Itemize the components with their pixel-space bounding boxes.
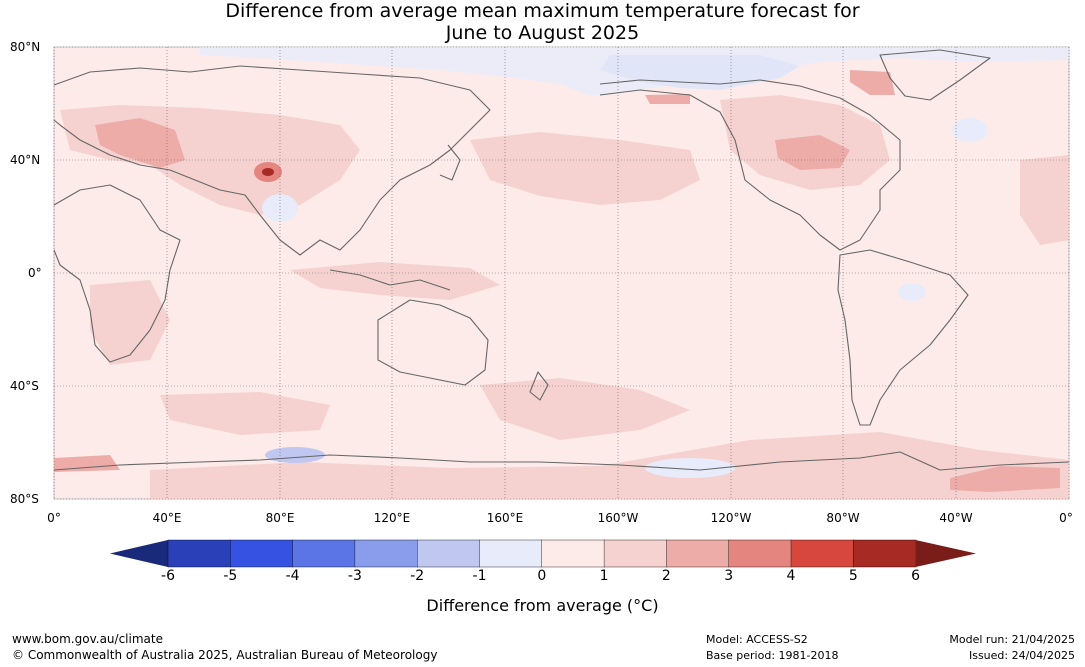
footer-copyright: © Commonwealth of Australia 2025, Austra… bbox=[12, 648, 438, 662]
title-line-2: June to August 2025 bbox=[445, 22, 640, 44]
colorbar-segment bbox=[230, 539, 294, 568]
lon-label-40w: 40°W bbox=[939, 511, 973, 525]
lat-label-0: 0° bbox=[28, 266, 42, 280]
warm-region-antarctic-left bbox=[54, 455, 120, 472]
colorbar-segment bbox=[167, 539, 231, 568]
colorbar-tick-label: 6 bbox=[911, 568, 921, 584]
colorbar-segment bbox=[603, 539, 668, 568]
colorbar-segment bbox=[853, 539, 917, 568]
colorbar-extend-high bbox=[915, 540, 976, 567]
coastline-australia bbox=[377, 299, 489, 386]
footer-url: www.bom.gov.au/climate bbox=[12, 632, 163, 646]
coastline-africa bbox=[53, 184, 181, 363]
hot-region-alaska bbox=[645, 94, 690, 104]
colorbar-segments bbox=[110, 539, 976, 568]
map-title: Difference from average mean maximum tem… bbox=[0, 0, 1085, 44]
coastline-north-america bbox=[599, 79, 901, 251]
colorbar-tick-label: -3 bbox=[347, 568, 362, 584]
colorbar-segment bbox=[541, 539, 605, 568]
lat-label-80n: 80°N bbox=[10, 40, 41, 54]
lon-label-80w: 80°W bbox=[826, 511, 860, 525]
colorbar-extend-low bbox=[110, 540, 168, 567]
cool-region-north-atlantic bbox=[952, 118, 988, 142]
hot-region-greenland bbox=[850, 70, 895, 95]
hot-region-usa bbox=[775, 135, 850, 170]
coastline-greenland bbox=[879, 49, 991, 101]
hot-region-central-asia bbox=[95, 118, 185, 168]
warm-region-south-indian bbox=[160, 392, 330, 435]
colorbar-tick-label: -4 bbox=[285, 568, 300, 584]
cool-region-south-pacific bbox=[645, 458, 735, 478]
colorbar-segment bbox=[354, 539, 418, 568]
colorbar-label: Difference from average (°C) bbox=[426, 596, 659, 615]
lat-label-40s: 40°S bbox=[10, 379, 39, 393]
warm-region-north-pacific bbox=[470, 132, 700, 205]
cool-region-india bbox=[262, 194, 298, 222]
colorbar-segment bbox=[666, 539, 730, 568]
lat-label-40n: 40°N bbox=[10, 153, 41, 167]
warm-region-tropical-indian bbox=[290, 262, 500, 300]
footer-base-period: Base period: 1981-2018 bbox=[706, 649, 839, 662]
warm-region-antarctic-right bbox=[950, 466, 1060, 492]
coastline-new-zealand bbox=[529, 371, 549, 401]
colorbar-tick-label: 5 bbox=[848, 568, 858, 584]
hot-spot-tibet-core bbox=[262, 168, 274, 176]
footer-model-run: Model run: 21/04/2025 bbox=[949, 633, 1075, 646]
lon-label-0-left: 0° bbox=[47, 511, 61, 525]
coastlines bbox=[53, 49, 1070, 471]
title-line-1: Difference from average mean maximum tem… bbox=[225, 0, 860, 22]
cool-region-south-america bbox=[898, 283, 926, 301]
lat-label-80s: 80°S bbox=[10, 492, 39, 506]
coastline-south-america bbox=[837, 249, 969, 426]
colorbar-segment bbox=[292, 539, 356, 568]
colorbar-tick-label: 3 bbox=[724, 568, 734, 584]
warm-region-southern-ocean bbox=[150, 432, 1069, 499]
lon-label-120w: 120°W bbox=[710, 511, 752, 525]
coastline-antarctica bbox=[53, 451, 1070, 471]
colorbar-tick-label: 2 bbox=[661, 568, 671, 584]
colorbar-tick-label: 0 bbox=[537, 568, 547, 584]
colorbar-segment bbox=[728, 539, 792, 568]
warm-region-atlantic bbox=[1020, 155, 1069, 245]
lon-label-160w: 160°W bbox=[597, 511, 639, 525]
warm-region-south-africa bbox=[90, 280, 170, 365]
coastline-indonesia bbox=[329, 269, 451, 291]
colorbar-segment bbox=[417, 539, 481, 568]
lon-label-160e: 160°E bbox=[486, 511, 524, 525]
gridlines bbox=[53, 46, 1070, 500]
colorbar-tick-label: 4 bbox=[786, 568, 796, 584]
footer-model: Model: ACCESS-S2 bbox=[706, 633, 808, 646]
footer-issued: Issued: 24/04/2025 bbox=[968, 649, 1075, 662]
colorbar-tick-label: 1 bbox=[599, 568, 609, 584]
colorbar-segment bbox=[790, 539, 854, 568]
lon-label-0-right: 0° bbox=[1059, 511, 1073, 525]
colorbar-segment bbox=[479, 539, 543, 568]
colorbar-tick-label: -2 bbox=[410, 568, 425, 584]
coastline-japan bbox=[439, 144, 461, 181]
coastline-eurasia bbox=[53, 65, 491, 256]
colorbar-tick-label: -5 bbox=[223, 568, 238, 584]
colorbar-tick-label: -1 bbox=[472, 568, 487, 584]
colorbar-tick-label: -6 bbox=[161, 568, 175, 584]
lon-label-80e: 80°E bbox=[265, 511, 295, 525]
lon-label-120e: 120°E bbox=[373, 511, 411, 525]
lon-label-40e: 40°E bbox=[152, 511, 182, 525]
